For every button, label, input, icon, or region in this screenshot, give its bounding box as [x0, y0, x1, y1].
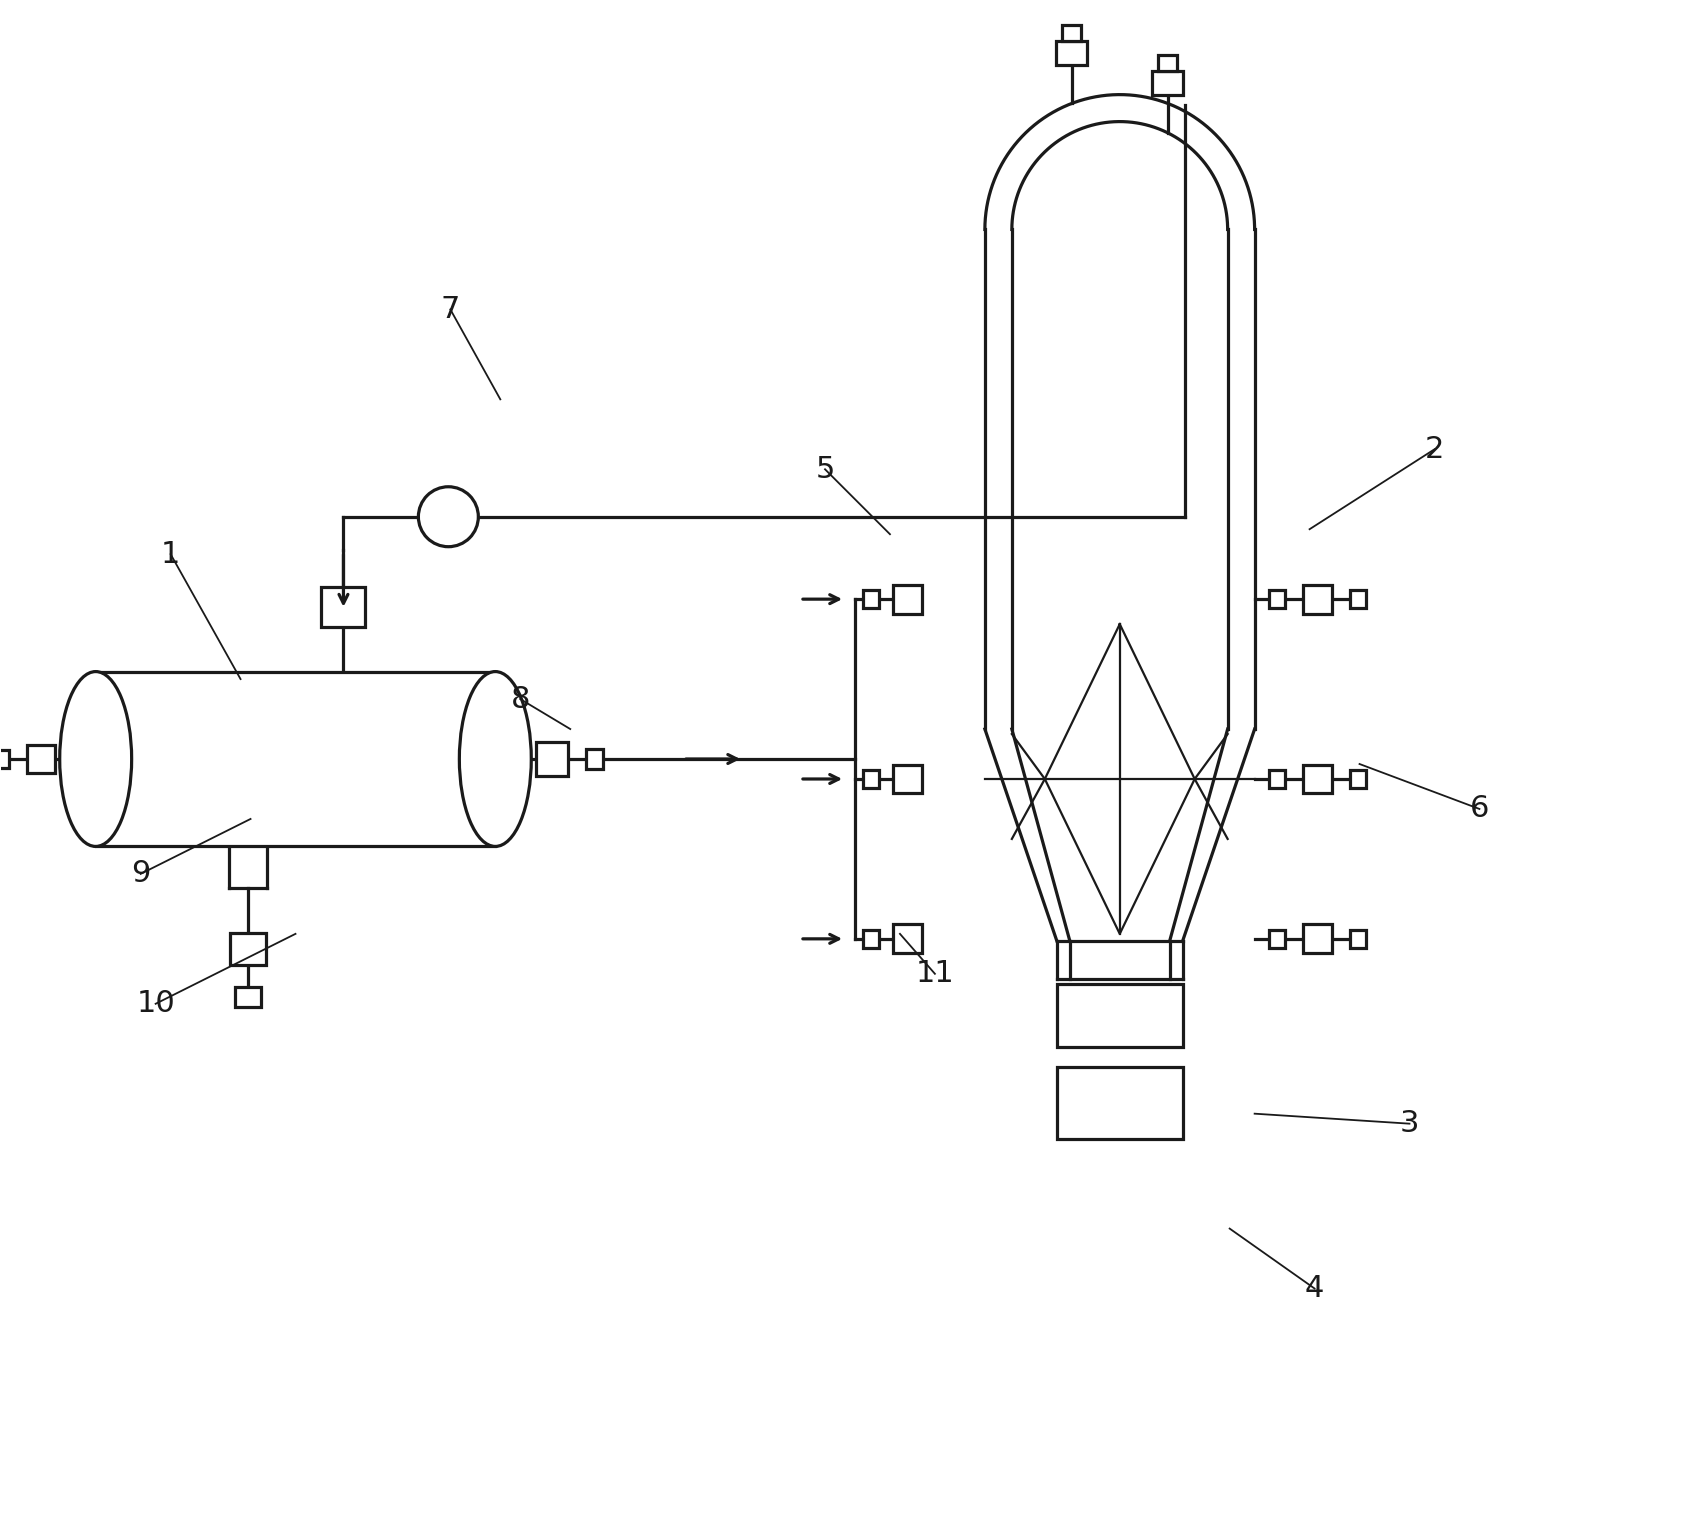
Bar — [1268, 930, 1285, 948]
Circle shape — [418, 486, 479, 547]
Bar — [1349, 930, 1366, 948]
Bar — [862, 590, 879, 609]
Text: 2: 2 — [1426, 434, 1444, 463]
Bar — [1349, 590, 1366, 609]
Bar — [893, 764, 922, 794]
Bar — [1057, 41, 1087, 66]
Bar — [1152, 70, 1184, 95]
Bar — [1302, 925, 1331, 953]
Bar — [1057, 1067, 1182, 1139]
Bar — [862, 771, 879, 787]
Bar — [1158, 55, 1177, 70]
Bar — [96, 671, 495, 847]
Text: 6: 6 — [1469, 795, 1490, 824]
Ellipse shape — [59, 671, 132, 847]
Bar — [321, 587, 365, 627]
Bar — [27, 745, 54, 774]
Text: 1: 1 — [161, 540, 181, 569]
Bar — [1057, 983, 1182, 1047]
Bar — [230, 933, 265, 965]
Bar — [893, 584, 922, 613]
Text: 10: 10 — [137, 989, 174, 1018]
Bar — [536, 742, 568, 777]
Bar — [1062, 26, 1081, 41]
Bar — [1268, 771, 1285, 787]
Bar — [1302, 764, 1331, 794]
Text: 4: 4 — [1305, 1274, 1324, 1303]
Bar — [1268, 590, 1285, 609]
Text: 11: 11 — [915, 959, 954, 988]
Text: 5: 5 — [815, 454, 835, 483]
Bar — [862, 930, 879, 948]
Bar — [587, 749, 604, 769]
Bar — [1302, 584, 1331, 613]
Text: 8: 8 — [511, 685, 529, 714]
Text: 3: 3 — [1400, 1109, 1419, 1138]
Bar — [1349, 771, 1366, 787]
Ellipse shape — [460, 671, 531, 847]
Text: 9: 9 — [130, 859, 150, 888]
Bar — [235, 988, 260, 1008]
Text: 7: 7 — [441, 295, 460, 324]
Bar — [0, 751, 8, 768]
Bar — [893, 925, 922, 953]
